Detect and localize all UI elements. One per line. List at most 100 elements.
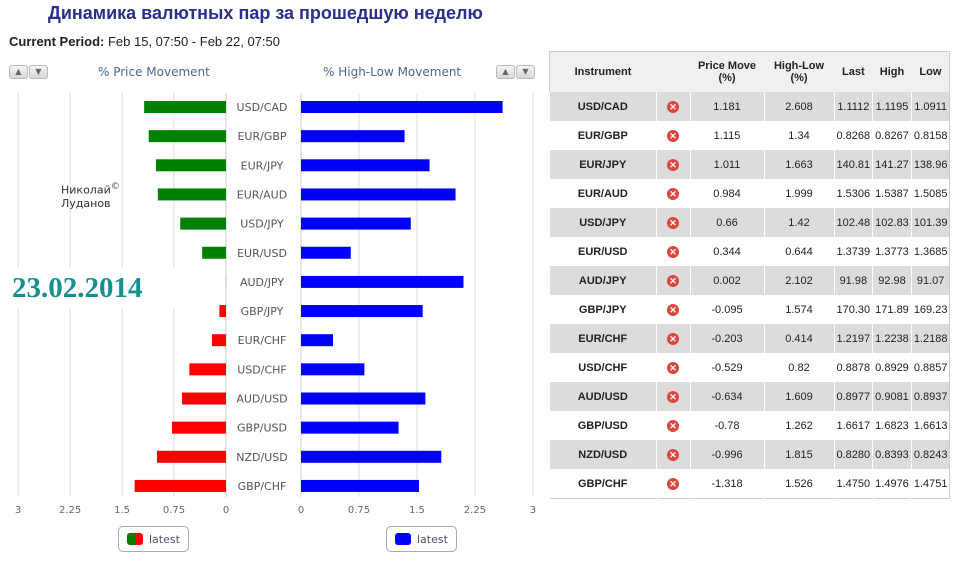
price-move-cell: -0.78 [689,411,764,440]
remove-icon[interactable]: ✕ [667,158,679,171]
high-low-legend[interactable]: latest [386,526,457,552]
table-row: USD/CHF ✕ -0.529 0.82 0.8878 0.8929 0.8857 [549,353,950,382]
high-low-cell: 1.262 [763,411,834,440]
legend-label: latest [149,532,180,546]
price-move-cell: -0.996 [689,440,764,469]
remove-cell: ✕ [655,411,690,440]
category-label: EUR/AUD [237,188,287,201]
low-cell: 1.3685 [910,237,950,266]
table-row: AUD/USD ✕ -0.634 1.609 0.8977 0.9081 0.8937 [549,382,950,411]
remove-icon[interactable]: ✕ [667,448,679,461]
price-bar [144,101,226,113]
instrument-cell: NZD/USD [549,440,656,469]
remove-icon[interactable]: ✕ [667,332,679,345]
tick-label: 0.75 [348,505,370,516]
last-cell: 91.98 [833,266,873,295]
price-bar [155,159,226,172]
tick-label: 1.5 [409,505,425,516]
high-low-bar [301,305,423,318]
high-low-bar [301,246,351,259]
price-bar [171,421,226,434]
high-low-bar [301,217,411,230]
category-label: GBP/JPY [241,305,284,318]
high-cell: 0.8393 [872,440,912,469]
last-cell: 0.8977 [833,382,873,411]
high-cell: 102.83 [872,208,912,237]
low-cell: 0.8158 [910,121,950,150]
table-row: USD/CAD ✕ 1.181 2.608 1.1112 1.1195 1.0911 [549,92,950,121]
high-cell: 1.4976 [872,469,912,499]
col-instrument[interactable]: Instrument [549,51,656,92]
instrument-cell: EUR/AUD [549,179,656,208]
high-low-bar [301,275,464,288]
table-row: GBP/USD ✕ -0.78 1.262 1.6617 1.6823 1.6613 [549,411,950,440]
price-move-cell: 0.002 [689,266,764,295]
tick-label: 0.75 [163,505,185,516]
remove-cell: ✕ [655,208,690,237]
price-move-cell: 1.181 [689,92,764,121]
remove-icon[interactable]: ✕ [667,216,679,229]
high-cell: 92.98 [872,266,912,295]
high-cell: 1.2238 [872,324,912,353]
instrument-cell: USD/CHF [549,353,656,382]
high-low-bar [301,188,456,201]
tick-label: 0 [223,505,229,516]
high-low-cell: 1.999 [763,179,834,208]
high-low-cell: 0.414 [763,324,834,353]
remove-icon[interactable]: ✕ [667,274,679,287]
remove-icon[interactable]: ✕ [667,361,679,374]
table-row: EUR/USD ✕ 0.344 0.644 1.3739 1.3773 1.3685 [549,237,950,266]
tick-label: 3 [530,505,536,516]
low-cell: 1.0911 [910,92,950,121]
tick-label: 1.5 [114,505,130,516]
low-cell: 101.39 [910,208,950,237]
low-cell: 1.2188 [910,324,950,353]
instrument-table: Instrument Price Move (%) High-Low (%) L… [549,51,951,499]
high-low-movement-title: % High-Low Movement [323,65,462,79]
sort-down-button[interactable]: ▼ [29,65,48,79]
low-cell: 91.07 [910,266,950,295]
price-move-cell: 0.984 [689,179,764,208]
col-high-low[interactable]: High-Low (%) [764,51,834,92]
high-low-bar [301,479,419,492]
remove-cell: ✕ [655,150,690,179]
sort-down-button[interactable]: ▼ [516,65,535,79]
category-label: USD/JPY [240,218,284,231]
col-remove [656,51,690,92]
remove-cell: ✕ [655,266,690,295]
col-last[interactable]: Last [834,51,873,92]
col-high[interactable]: High [872,51,912,92]
copyright-symbol: © [110,181,120,192]
remove-icon[interactable]: ✕ [667,129,679,142]
high-low-cell: 1.815 [763,440,834,469]
low-cell: 1.4751 [910,469,950,499]
price-bar [180,217,226,230]
sort-up-button[interactable]: ▲ [496,65,515,79]
last-cell: 140.81 [833,150,873,179]
last-cell: 1.1112 [833,92,873,121]
remove-icon[interactable]: ✕ [667,187,679,200]
price-bar [148,130,226,143]
high-low-cell: 1.663 [763,150,834,179]
col-price-move[interactable]: Price Move (%) [690,51,764,92]
high-low-cell: 0.644 [763,237,834,266]
remove-icon[interactable]: ✕ [667,100,679,113]
high-low-bar [301,159,430,172]
instrument-cell: USD/CAD [549,92,656,121]
price-move-cell: -0.095 [689,295,764,324]
category-label: EUR/USD [237,247,287,260]
table-row: EUR/GBP ✕ 1.115 1.34 0.8268 0.8267 0.8158 [549,121,950,150]
remove-icon[interactable]: ✕ [667,245,679,258]
remove-icon[interactable]: ✕ [667,419,679,432]
col-low[interactable]: Low [911,51,950,92]
price-bar [182,392,226,405]
remove-icon[interactable]: ✕ [667,390,679,403]
price-legend[interactable]: latest [118,526,189,552]
sort-up-button[interactable]: ▲ [9,65,28,79]
category-label: NZD/USD [236,451,287,464]
table-row: EUR/JPY ✕ 1.011 1.663 140.81 141.27 138.96 [549,150,950,179]
remove-icon[interactable]: ✕ [667,303,679,316]
high-cell: 0.8267 [872,121,912,150]
remove-icon[interactable]: ✕ [667,477,679,490]
price-move-cell: -0.203 [689,324,764,353]
